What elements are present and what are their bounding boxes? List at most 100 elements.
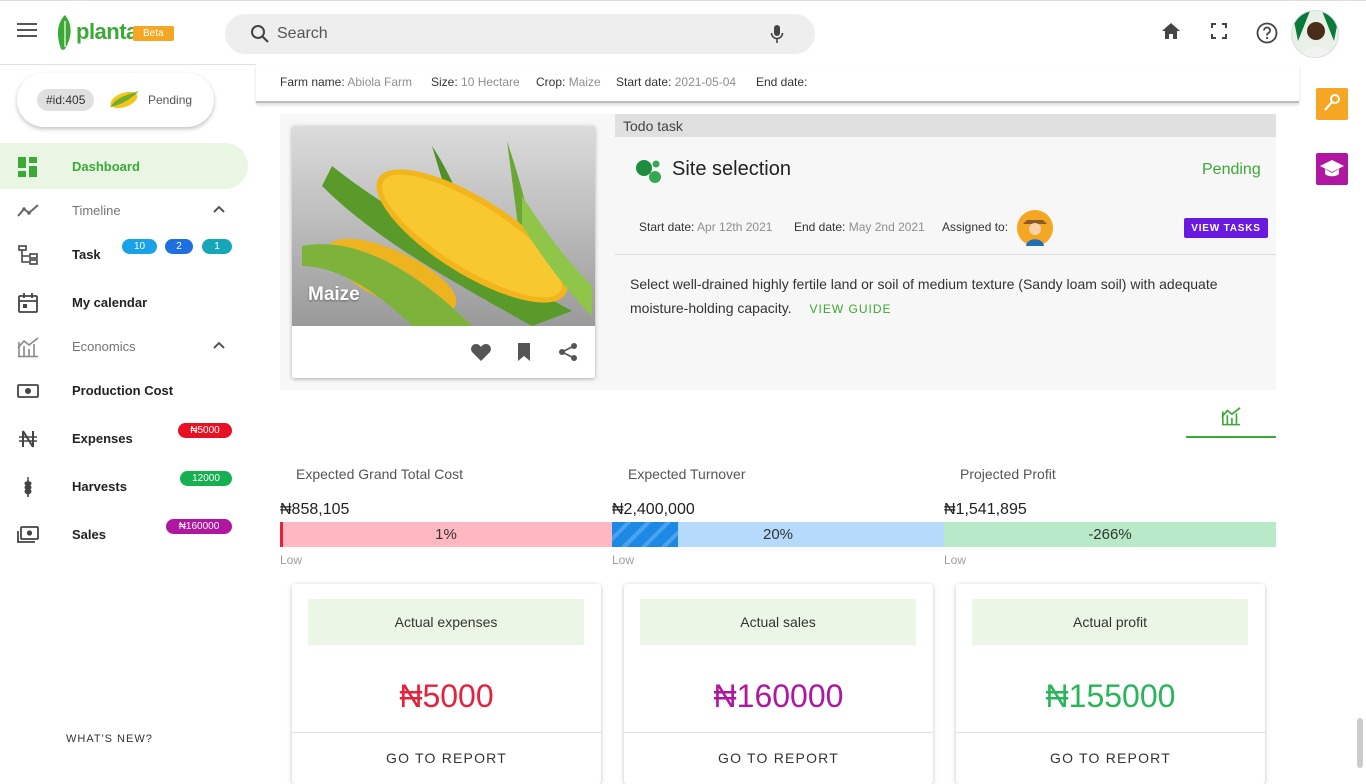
help-icon[interactable] [1256,22,1278,44]
bar-percent: -266% [1088,526,1132,543]
site-selection-dots-icon [636,160,661,183]
sidebar-item-sales[interactable]: Sales ₦160000 [0,511,248,557]
go-to-report-button[interactable]: GO TO REPORT [386,750,507,766]
go-to-report-button[interactable]: GO TO REPORT [1050,750,1171,766]
profit-progress-bar: -266% [944,522,1276,547]
cost-progress-bar: 1% [280,522,612,547]
bar-low-label: Low [280,553,303,567]
sidebar-section-timeline[interactable]: Timeline [0,187,248,233]
sidebar-section-label: Timeline [72,202,121,218]
harvests-badge: 12000 [180,471,232,486]
crop-card-title: Maize [308,284,360,305]
search-bar[interactable] [225,14,815,54]
sidebar-item-task[interactable]: Task 10 2 1 [0,231,248,277]
microphone-icon[interactable] [770,24,784,44]
task-count-badge: 10 [122,239,157,254]
task-count-badge: 1 [202,239,232,254]
crop-task-panel: Maize Todo task Site selection Pending S… [280,114,1276,390]
view-guide-link[interactable]: VIEW GUIDE [809,302,892,316]
stat-value: ₦858,105 [280,501,350,518]
sales-badge: ₦160000 [166,519,232,534]
expenses-badge: ₦5000 [178,423,232,438]
share-icon[interactable] [558,342,578,362]
orange-tool-button[interactable] [1316,88,1348,120]
wheat-icon [24,477,32,497]
money-stack-icon [17,526,39,543]
home-icon[interactable] [1161,22,1181,40]
sidebar-section-label: Economics [72,338,136,354]
task-status: Pending [1202,161,1261,178]
sidebar-section-economics[interactable]: Economics [0,323,248,369]
task-description: Select well-drained highly fertile land … [630,276,1218,316]
actual-card-value: ₦155000 [1045,678,1176,714]
farm-size-info: Size: 10 Hectare [431,75,520,89]
farm-start-date-info: Start date: 2021-05-04 [616,75,737,89]
actual-card-title: Actual expenses [308,599,584,645]
crop-id-pill: #id:405 [37,89,95,111]
crop-card[interactable]: Maize [292,126,595,378]
task-divider [615,254,1276,255]
leaf-logo-icon [57,15,71,50]
sidebar-item-harvests[interactable]: Harvests 12000 [0,463,248,509]
task-assigned-to: Assigned to: [942,220,1009,234]
farm-crop-info: Crop: Maize [536,75,601,89]
task-end-date: End date: May 2nd 2021 [794,220,925,234]
task-start-date: Start date: Apr 12th 2021 [639,220,773,234]
dashboard-icon [18,157,37,177]
sidebar-item-dashboard[interactable]: Dashboard [0,143,248,189]
favorite-heart-icon[interactable] [470,342,492,362]
sidebar-item-expenses[interactable]: Expenses ₦5000 [0,415,248,461]
turnover-progress-bar: 20% [612,522,944,547]
crop-selector-chip[interactable]: #id:405 Pending [17,73,214,127]
task-count-badge: 2 [165,239,193,254]
maize-image: Maize [292,126,595,326]
user-avatar[interactable] [1291,10,1339,58]
actual-card-value: ₦5000 [399,678,494,714]
sidebar-item-my-calendar[interactable]: My calendar [0,279,248,325]
bar-fill [612,522,678,547]
hamburger-menu-icon[interactable] [17,22,41,44]
sidebar-item-production-cost[interactable]: Production Cost [0,367,248,413]
actual-profit-card: Actual profit ₦155000 GO TO REPORT [956,584,1265,784]
farm-end-date-info: End date: [756,75,808,89]
bar-low-label: Low [612,553,635,567]
stat-label: Expected Turnover [628,466,746,482]
actual-card-value: ₦160000 [713,678,844,714]
sidebar-item-label: Task [72,246,101,262]
fullscreen-icon[interactable] [1211,22,1227,40]
go-to-report-button[interactable]: GO TO REPORT [718,750,839,766]
farm-info-bar: Farm name: Abiola Farm Size: 10 Hectare … [256,65,1299,103]
sidebar: #id:405 Pending Dashboard Timeline Task … [0,64,256,768]
sidebar-item-label: Production Cost [72,382,174,398]
economics-chart-icon [17,337,39,358]
stat-label: Projected Profit [960,466,1056,482]
bar-percent: 1% [435,526,457,543]
search-icon[interactable] [250,24,270,44]
whats-new-link[interactable]: WHAT'S NEW? [66,733,153,745]
actual-sales-card: Actual sales ₦160000 GO TO REPORT [624,584,933,784]
chevron-up-icon[interactable] [212,338,226,352]
chevron-up-icon[interactable] [212,202,226,216]
task-tree-icon [18,245,38,265]
maize-thumbnail-icon [110,91,139,109]
search-input[interactable] [277,22,757,46]
logo-text: planta [76,19,138,44]
farmer-avatar[interactable] [1017,210,1053,246]
purple-learning-button[interactable] [1316,153,1348,185]
view-tasks-button[interactable]: VIEW TASKS [1184,218,1268,238]
sidebar-item-label: Dashboard [72,158,140,174]
sidebar-item-label: My calendar [72,294,148,310]
actual-card-title: Actual sales [640,599,916,645]
actual-expenses-card: Actual expenses ₦5000 GO TO REPORT [292,584,601,784]
sprout-icon [1324,94,1340,111]
bar-fill [280,522,283,547]
planta-logo[interactable]: planta [56,13,138,51]
sidebar-item-label: Sales [72,526,106,542]
todo-task-header: Todo task [615,114,1276,137]
task-title: Site selection [672,158,791,180]
cash-icon [17,384,39,398]
bookmark-icon[interactable] [516,342,532,362]
page-scrollbar[interactable] [1357,718,1363,768]
economics-chart-tab[interactable] [1186,400,1276,438]
beta-badge: Beta [133,26,174,41]
